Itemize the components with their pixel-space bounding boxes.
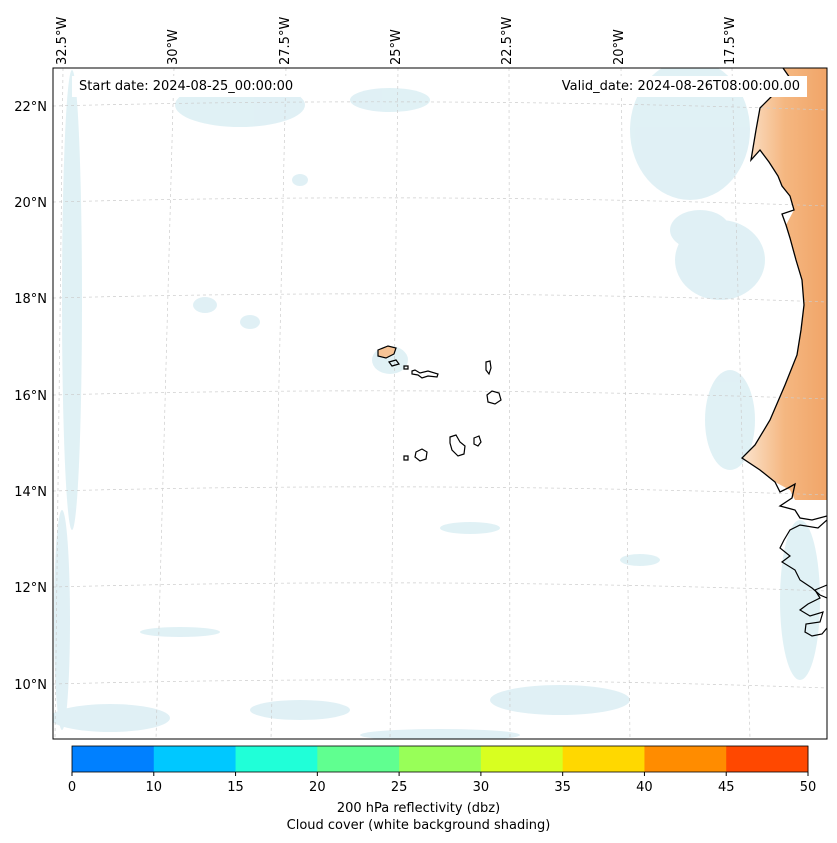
- island-santiago: [449, 434, 466, 457]
- colorbar-label-reflectivity: 200 hPa reflectivity (dbz): [336, 801, 501, 816]
- coastline-africa: [740, 68, 827, 521]
- island-boa-vista: [486, 390, 502, 405]
- colorbar-tick-label: 10: [146, 780, 163, 795]
- lat-label: 20°N: [14, 196, 47, 211]
- colorbar-frame: [71, 745, 809, 773]
- island-maio: [473, 435, 482, 447]
- colorbar-segment: [399, 746, 482, 772]
- latitude-labels: 22°N 20°N 18°N 16°N 14°N 12°N 10°N: [14, 100, 47, 693]
- lat-label: 14°N: [14, 485, 47, 500]
- lon-label: 17.5°W: [723, 17, 738, 65]
- colorbar: 0 10 15 20 25 30 35 40 45 50: [68, 745, 817, 795]
- colorbar-tick-label: 40: [636, 780, 653, 795]
- colorbar-tick-label: 20: [309, 780, 326, 795]
- island-santo-antao: [377, 345, 397, 359]
- lon-label: 25°W: [389, 29, 404, 65]
- colorbar-tick-label: 35: [554, 780, 571, 795]
- island-fogo: [414, 448, 428, 462]
- colorbar-tick-label: 45: [718, 780, 735, 795]
- land-shading-africa: [742, 68, 827, 500]
- lon-label: 32.5°W: [55, 17, 70, 65]
- island-brava: [403, 455, 409, 461]
- start-date-annotation: Start date: 2024-08-25_00:00:00: [72, 76, 301, 97]
- island-sao-vicente: [387, 359, 401, 367]
- gridlines: [53, 68, 827, 739]
- colorbar-segment: [317, 746, 400, 772]
- colorbar-label-cloud-cover: Cloud cover (white background shading): [286, 818, 551, 833]
- colorbar-tick-label: 25: [391, 780, 408, 795]
- longitude-labels: 32.5°W 30°W 27.5°W 25°W 22.5°W 20°W 17.5…: [55, 17, 738, 65]
- colorbar-tick-label: 50: [800, 780, 817, 795]
- coastline-guinea-bissau: [779, 519, 827, 599]
- island-sao-nicolau: [411, 369, 439, 379]
- cape-verde-islands: [377, 345, 502, 462]
- lat-label: 10°N: [14, 678, 47, 693]
- lat-label: 18°N: [14, 292, 47, 307]
- lon-label: 22.5°W: [500, 17, 515, 65]
- colorbar-segment: [153, 746, 237, 772]
- colorbar-segment: [72, 746, 155, 772]
- colorbar-segment: [644, 746, 727, 772]
- colorbar-segment: [562, 746, 645, 772]
- lon-label: 27.5°W: [278, 17, 293, 65]
- lat-label: 16°N: [14, 389, 47, 404]
- lat-label: 22°N: [14, 100, 47, 115]
- lon-label: 30°W: [166, 29, 181, 65]
- cloud-shading: [53, 68, 820, 739]
- colorbar-segment: [726, 746, 809, 772]
- map-frame: [52, 67, 828, 740]
- valid-date-annotation: Valid_date: 2024-08-26T08:00:00.00: [554, 76, 807, 97]
- colorbar-tick-label: 0: [68, 780, 76, 795]
- map-plot-area: [53, 68, 827, 739]
- island-sal: [485, 360, 492, 376]
- lon-label: 20°W: [612, 29, 627, 65]
- lat-label: 12°N: [14, 581, 47, 596]
- coastline-guinea: [798, 584, 827, 637]
- island-santa-luzia: [403, 365, 409, 370]
- colorbar-tick-label: 30: [473, 780, 490, 795]
- colorbar-tick-label: 15: [227, 780, 244, 795]
- colorbar-segment: [235, 746, 318, 772]
- colorbar-segment: [480, 746, 564, 772]
